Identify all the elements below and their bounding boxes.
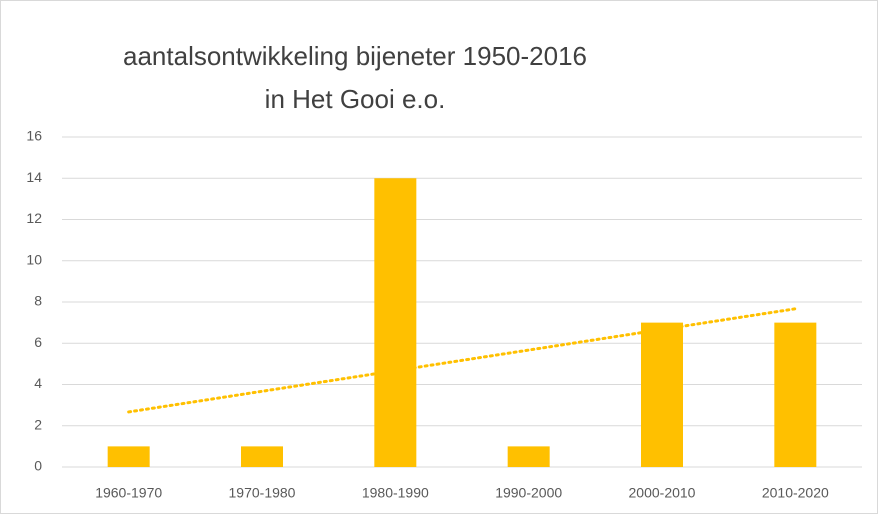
chart-title: aantalsontwikkeling bijeneter 1950-2016: [123, 41, 587, 71]
x-tick-label: 2000-2010: [629, 485, 696, 501]
y-tick-label: 0: [34, 458, 42, 474]
bar: [507, 446, 550, 467]
y-tick-label: 14: [26, 169, 42, 185]
y-tick-label: 4: [34, 375, 42, 391]
y-tick-label: 12: [26, 210, 42, 226]
bar: [641, 322, 683, 467]
bar: [107, 446, 150, 467]
x-tick-label: 1970-1980: [229, 485, 296, 501]
x-tick-label: 1980-1990: [362, 485, 429, 501]
trendline: [127, 307, 797, 414]
chart-title: in Het Gooi e.o.: [265, 84, 446, 114]
y-tick-label: 2: [34, 416, 42, 432]
y-tick-label: 8: [34, 293, 42, 309]
x-tick-label: 1990-2000: [495, 485, 562, 501]
x-tick-label: 1960-1970: [95, 485, 162, 501]
y-tick-label: 10: [26, 251, 42, 267]
bar: [241, 446, 283, 467]
y-tick-label: 6: [34, 334, 42, 350]
bar: [774, 322, 817, 467]
x-tick-label: 2010-2020: [762, 485, 829, 501]
y-tick-label: 16: [26, 128, 42, 144]
bar: [374, 178, 417, 467]
